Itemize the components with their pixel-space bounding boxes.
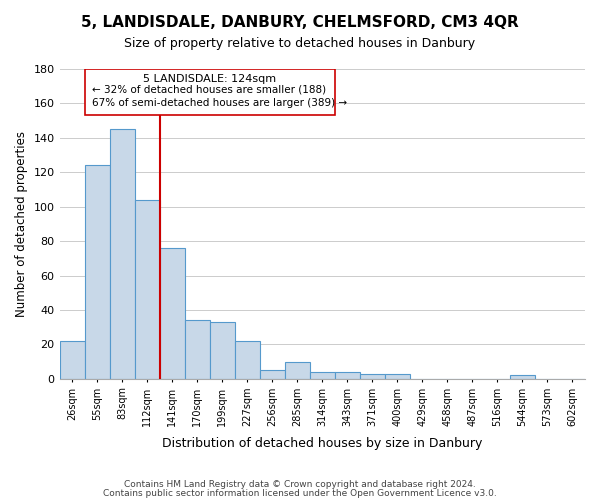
Bar bbox=[110, 129, 134, 379]
Bar bbox=[385, 374, 410, 379]
Bar bbox=[134, 200, 160, 379]
Bar bbox=[185, 320, 209, 379]
Bar bbox=[260, 370, 285, 379]
Bar bbox=[209, 322, 235, 379]
Bar bbox=[59, 341, 85, 379]
Y-axis label: Number of detached properties: Number of detached properties bbox=[15, 131, 28, 317]
Text: Size of property relative to detached houses in Danbury: Size of property relative to detached ho… bbox=[124, 38, 476, 51]
Bar bbox=[85, 166, 110, 379]
Text: 5 LANDISDALE: 124sqm: 5 LANDISDALE: 124sqm bbox=[143, 74, 276, 84]
X-axis label: Distribution of detached houses by size in Danbury: Distribution of detached houses by size … bbox=[162, 437, 482, 450]
Bar bbox=[285, 362, 310, 379]
FancyBboxPatch shape bbox=[85, 69, 335, 116]
Text: ← 32% of detached houses are smaller (188): ← 32% of detached houses are smaller (18… bbox=[92, 84, 326, 94]
Bar bbox=[310, 372, 335, 379]
Text: 67% of semi-detached houses are larger (389) →: 67% of semi-detached houses are larger (… bbox=[92, 98, 347, 108]
Text: Contains HM Land Registry data © Crown copyright and database right 2024.: Contains HM Land Registry data © Crown c… bbox=[124, 480, 476, 489]
Bar bbox=[235, 341, 260, 379]
Bar bbox=[335, 372, 360, 379]
Bar bbox=[510, 376, 535, 379]
Bar bbox=[360, 374, 385, 379]
Bar bbox=[160, 248, 185, 379]
Text: Contains public sector information licensed under the Open Government Licence v3: Contains public sector information licen… bbox=[103, 488, 497, 498]
Text: 5, LANDISDALE, DANBURY, CHELMSFORD, CM3 4QR: 5, LANDISDALE, DANBURY, CHELMSFORD, CM3 … bbox=[81, 15, 519, 30]
